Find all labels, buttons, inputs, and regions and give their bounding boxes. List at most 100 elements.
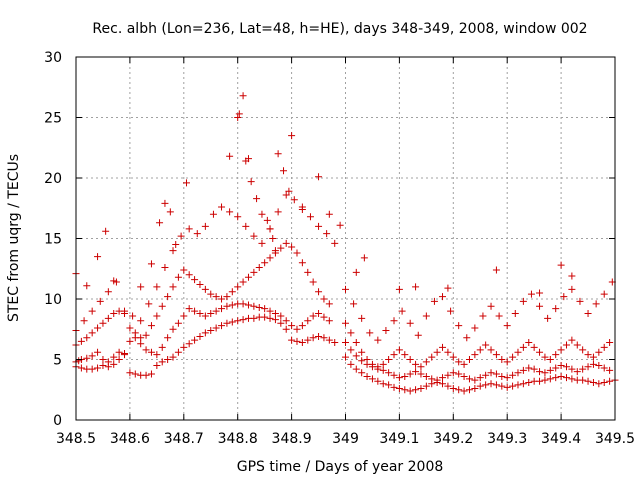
data-point (584, 351, 592, 359)
data-point (282, 239, 290, 247)
data-point (261, 305, 269, 313)
data-point (323, 230, 331, 238)
data-point (514, 381, 522, 389)
data-point (304, 336, 312, 344)
data-point (536, 302, 544, 310)
data-point (401, 386, 409, 394)
data-point (99, 356, 107, 363)
data-point (552, 351, 560, 359)
data-point (374, 377, 382, 385)
data-point (412, 386, 420, 394)
data-point (595, 348, 603, 356)
data-point (255, 303, 263, 311)
y-axis-ticks: 0 5 10 15 20 25 30 (44, 50, 615, 429)
data-point (266, 307, 274, 315)
data-point (562, 341, 570, 349)
data-point (191, 336, 199, 344)
data-point (261, 259, 269, 267)
data-point (293, 249, 301, 257)
data-point (180, 312, 188, 320)
data-point (94, 348, 102, 356)
data-point (422, 382, 430, 390)
data-point (320, 313, 328, 321)
data-point (282, 191, 290, 199)
data-point (201, 285, 209, 293)
data-point (519, 366, 527, 374)
data-point (110, 360, 118, 368)
data-point (271, 316, 279, 324)
data-point (509, 353, 517, 361)
data-point (358, 314, 366, 322)
data-point (271, 247, 279, 255)
data-point (412, 360, 420, 368)
x-tick-label: 349.5 (595, 431, 635, 447)
data-point (239, 316, 247, 324)
data-point (552, 305, 560, 313)
data-point (115, 356, 123, 363)
data-point (557, 372, 565, 380)
data-point (584, 310, 592, 318)
x-tick-label: 349.4 (541, 431, 581, 447)
data-point (368, 375, 376, 383)
data-point (350, 300, 358, 308)
data-point (250, 302, 258, 310)
data-point (390, 371, 398, 379)
data-point (476, 346, 484, 354)
data-point (379, 366, 387, 374)
data-point (546, 356, 554, 363)
data-point (595, 362, 603, 370)
data-point (584, 363, 592, 371)
data-point (196, 280, 204, 288)
data-point (525, 339, 533, 347)
data-point (492, 351, 500, 359)
data-point (422, 358, 430, 366)
data-point (153, 312, 161, 320)
data-point (530, 343, 538, 351)
data-point (449, 369, 457, 377)
data-point (261, 313, 269, 321)
data-point (519, 343, 527, 351)
data-point (471, 385, 479, 393)
data-point (88, 365, 96, 373)
data-point (573, 368, 581, 376)
data-point (228, 301, 236, 309)
data-point (131, 370, 139, 378)
data-point (147, 370, 155, 378)
data-point (153, 283, 161, 291)
data-point (269, 235, 277, 242)
data-point (320, 295, 328, 303)
data-point (158, 302, 166, 310)
data-point (207, 310, 215, 318)
data-point (447, 307, 455, 315)
data-point (476, 382, 484, 390)
data-point (519, 297, 527, 305)
data-point (161, 199, 169, 207)
data-point (455, 322, 463, 330)
data-point (315, 173, 323, 181)
data-point (336, 221, 344, 229)
data-point (414, 331, 422, 339)
data-point (153, 362, 161, 370)
data-point (379, 380, 387, 388)
data-point (487, 380, 495, 388)
data-point (228, 318, 236, 326)
data-point (293, 325, 301, 333)
data-point (193, 230, 201, 238)
data-point (99, 319, 107, 327)
data-point (482, 381, 490, 389)
data-point (196, 333, 204, 341)
data-point (104, 363, 112, 371)
data-point (428, 375, 436, 383)
data-point (288, 336, 296, 344)
data-point (166, 208, 174, 216)
data-point (482, 371, 490, 379)
data-point (479, 312, 487, 320)
data-point (552, 364, 560, 372)
data-point (182, 179, 190, 187)
data-point (77, 364, 85, 372)
data-point (315, 333, 323, 341)
x-axis-label: GPS time / Days of year 2008 (237, 459, 444, 475)
data-point (352, 365, 360, 373)
data-point (428, 353, 436, 361)
